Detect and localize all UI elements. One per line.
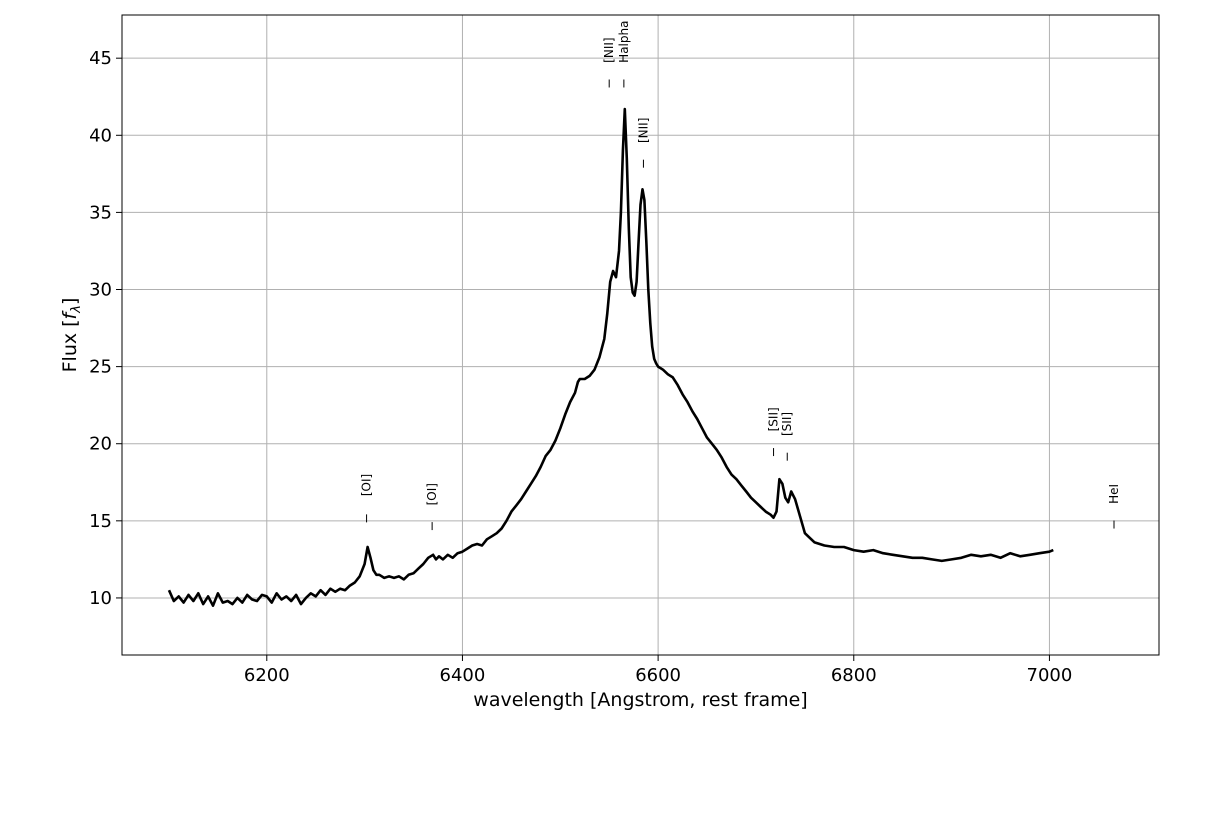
emission-line-label: [OI]: [360, 474, 374, 496]
y-axis-label-prefix: Flux [: [59, 319, 81, 372]
spectrum-line: [167, 107, 1054, 607]
x-tick-label: 6400: [440, 665, 486, 686]
y-axis-label-suffix: ]: [59, 298, 81, 305]
emission-line-label: Halpha: [617, 21, 631, 63]
y-tick-label: 35: [89, 202, 112, 223]
y-axis-label-symbol: f: [59, 309, 81, 319]
x-tick-label: 7000: [1027, 665, 1073, 686]
y-axis-label: Flux [fλ]: [59, 298, 84, 373]
emission-line-label: [NII]: [602, 37, 616, 62]
emission-line-label: [OI]: [425, 483, 439, 505]
y-tick-label: 30: [89, 280, 112, 301]
y-tick-label: 20: [89, 434, 112, 455]
emission-line-label: HeI: [1107, 484, 1121, 504]
y-tick-label: 15: [89, 511, 112, 532]
emission-line-markers: [OI] [OI][NII] Halpha[NII][SII] [SII]HeI: [360, 21, 1121, 531]
emission-line-label: [SII]: [767, 407, 781, 431]
plot-frame: [121, 14, 1160, 656]
x-tick-label: 6600: [635, 665, 681, 686]
x-tick-label: 6800: [831, 665, 877, 686]
grid: [122, 15, 1159, 655]
y-tick-label: 40: [89, 125, 112, 146]
emission-line-label: [NII]: [636, 118, 650, 143]
y-tick-label: 10: [89, 588, 112, 609]
y-tick-label: 45: [89, 48, 112, 69]
x-axis-label: wavelength [Angstrom, rest frame]: [473, 689, 807, 711]
y-axis-label-subscript: λ: [69, 305, 84, 314]
x-tick-label: 6200: [244, 665, 290, 686]
emission-line-label: [SII]: [780, 412, 794, 436]
y-tick-label: 25: [89, 357, 112, 378]
axis-ticks: 6200 6400 6600 6800 7000 10 15 20 25 30 35 40 45: [89, 48, 1072, 686]
